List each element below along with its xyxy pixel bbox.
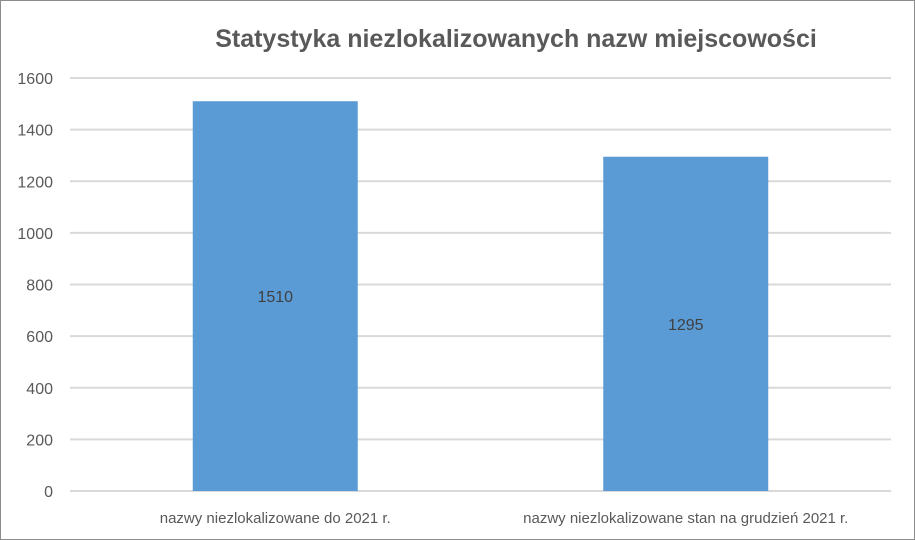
x-axis: nazwy niezlokalizowane do 2021 r. nazwy n… (160, 510, 849, 527)
bars: 1510 1295 (192, 101, 769, 491)
y-tick-label: 1000 (17, 226, 53, 243)
x-category-label: nazwy niezlokalizowane do 2021 r. (160, 510, 391, 527)
y-tick-label: 200 (26, 432, 53, 449)
chart-title: Statystyka niezlokalizowanych nazw miejs… (215, 25, 817, 53)
y-tick-label: 400 (26, 381, 53, 398)
y-tick-label: 1600 (17, 71, 53, 88)
bar-data-label: 1510 (257, 289, 293, 306)
y-tick-label: 1400 (17, 123, 53, 140)
x-category-label: nazwy niezlokalizowane stan na grudzień … (523, 510, 848, 527)
y-axis: 0 200 400 600 800 1000 1200 1400 1600 (17, 71, 53, 501)
y-tick-label: 0 (44, 484, 53, 501)
bar (192, 101, 358, 491)
bar-data-label: 1295 (668, 317, 704, 334)
y-tick-label: 600 (26, 329, 53, 346)
bar (603, 156, 769, 491)
y-tick-label: 1200 (17, 174, 53, 191)
y-tick-label: 800 (26, 278, 53, 295)
